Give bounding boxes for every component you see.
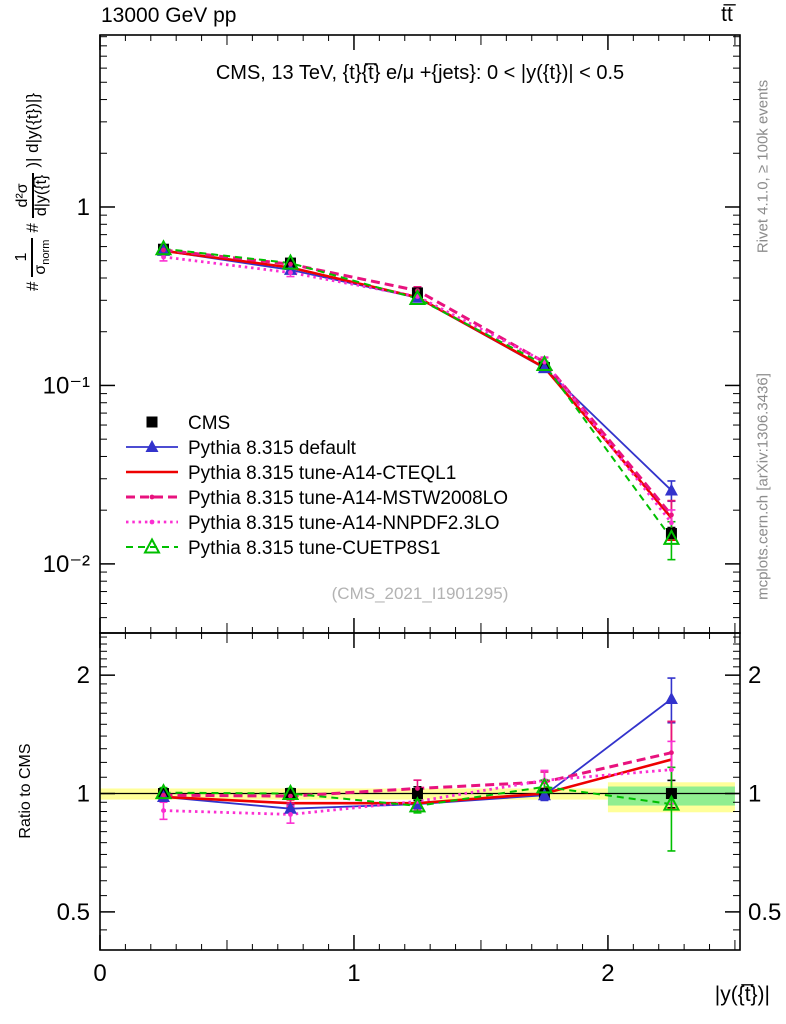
data-marker-dot	[149, 519, 155, 525]
legend-label: Pythia 8.315 default	[188, 438, 357, 459]
data-marker-open-triangle	[408, 288, 427, 306]
data-marker-triangle	[664, 483, 678, 496]
data-marker-dot	[288, 261, 293, 267]
data-marker-open-triangle	[281, 783, 300, 801]
ylabel-fraction-1: 1 σnorm	[12, 237, 52, 277]
data-marker-dot	[161, 254, 166, 260]
data-marker-dot	[149, 494, 155, 500]
main-y-tick-label: 10⁻¹	[43, 372, 90, 399]
data-marker-triangle	[283, 801, 297, 814]
x-axis-label: |y({t̅})|	[714, 983, 770, 1006]
data-marker-open-triangle	[535, 354, 554, 372]
x-tick-label: 1	[347, 960, 360, 987]
data-marker-dot	[161, 792, 166, 798]
data-marker-open-triangle	[535, 777, 554, 794]
ratio-y-axis-label: Ratio to CMS	[17, 743, 34, 839]
legend-label: Pythia 8.315 tune-CUETP8S1	[188, 538, 440, 559]
data-marker-triangle	[664, 691, 678, 704]
mcplots-source-note: mcplots.cern.ch [arXiv:1306.3436]	[754, 373, 772, 600]
ylabel-post: )| d|y({t})|}	[23, 92, 42, 168]
data-marker-open-triangle	[662, 794, 681, 811]
rivet-version-note: Rivet 4.1.0, ≥ 100k events	[754, 79, 772, 254]
data-marker-open-triangle	[143, 537, 161, 554]
ratio-y-tick-label-left: 1	[77, 781, 90, 808]
series-line-main	[163, 247, 673, 539]
main-y-tick-label: 10⁻²	[43, 551, 90, 578]
ylabel-pre: #	[23, 281, 42, 292]
data-marker-dot	[669, 520, 674, 526]
ylabel-mid: #	[23, 223, 42, 233]
beam-title: 13000 GeV pp	[101, 4, 237, 27]
data-marker-square	[284, 788, 296, 800]
legend-label: Pythia 8.315 tune-A14-MSTW2008LO	[188, 488, 508, 509]
data-marker-dot	[415, 786, 420, 791]
ratio-y-tick-label-left: 2	[77, 662, 90, 689]
data-marker-dot	[669, 767, 674, 773]
data-marker-open-triangle	[662, 528, 681, 545]
panel-title: CMS, 13 TeV, {t}{t̅} e/μ +{jets}: 0 < |y…	[215, 62, 625, 84]
data-marker-square	[146, 416, 158, 428]
data-marker-dot	[669, 512, 674, 518]
ratio-y-tick-label-right: 1	[748, 781, 761, 808]
data-marker-open-triangle	[154, 239, 173, 256]
data-marker-dot	[161, 247, 166, 253]
data-marker-triangle	[537, 788, 551, 801]
process-title: tt̅	[721, 3, 733, 26]
ratio-panel-frame	[99, 632, 741, 951]
data-marker-square	[411, 788, 423, 800]
series-line-main	[163, 255, 673, 524]
data-marker-square	[665, 788, 677, 800]
ylabel-fraction-2: d²σ d|y({t̅}	[14, 172, 50, 219]
data-marker-open-triangle	[408, 796, 427, 813]
legend-label: CMS	[188, 413, 230, 434]
main-y-tick-label: 1	[77, 194, 90, 221]
ratio-y-tick-label-right: 0.5	[748, 899, 781, 926]
data-marker-square	[665, 528, 677, 540]
data-marker-dot	[161, 808, 166, 813]
x-tick-label: 2	[601, 960, 614, 987]
data-marker-dot	[288, 793, 293, 799]
ratio-y-tick-label-right: 2	[748, 662, 761, 689]
data-marker-dot	[288, 270, 293, 275]
analysis-watermark: (CMS_2021_I1901295)	[331, 584, 509, 603]
legend-label: Pythia 8.315 tune-A14-NNPDF2.3LO	[188, 513, 500, 534]
data-marker-triangle	[145, 440, 159, 452]
legend-label: Pythia 8.315 tune-A14-CTEQL1	[188, 463, 456, 484]
data-marker-dot	[288, 811, 293, 817]
data-marker-dot	[669, 750, 674, 756]
data-marker-open-triangle	[154, 783, 173, 800]
ratio-y-tick-label-left: 0.5	[57, 899, 90, 926]
x-tick-label: 0	[93, 960, 106, 987]
data-marker-open-triangle	[281, 253, 300, 270]
main-y-axis-label: # 1 σnorm # d²σ d|y({t̅} )| d|y({t})|}	[11, 12, 55, 372]
